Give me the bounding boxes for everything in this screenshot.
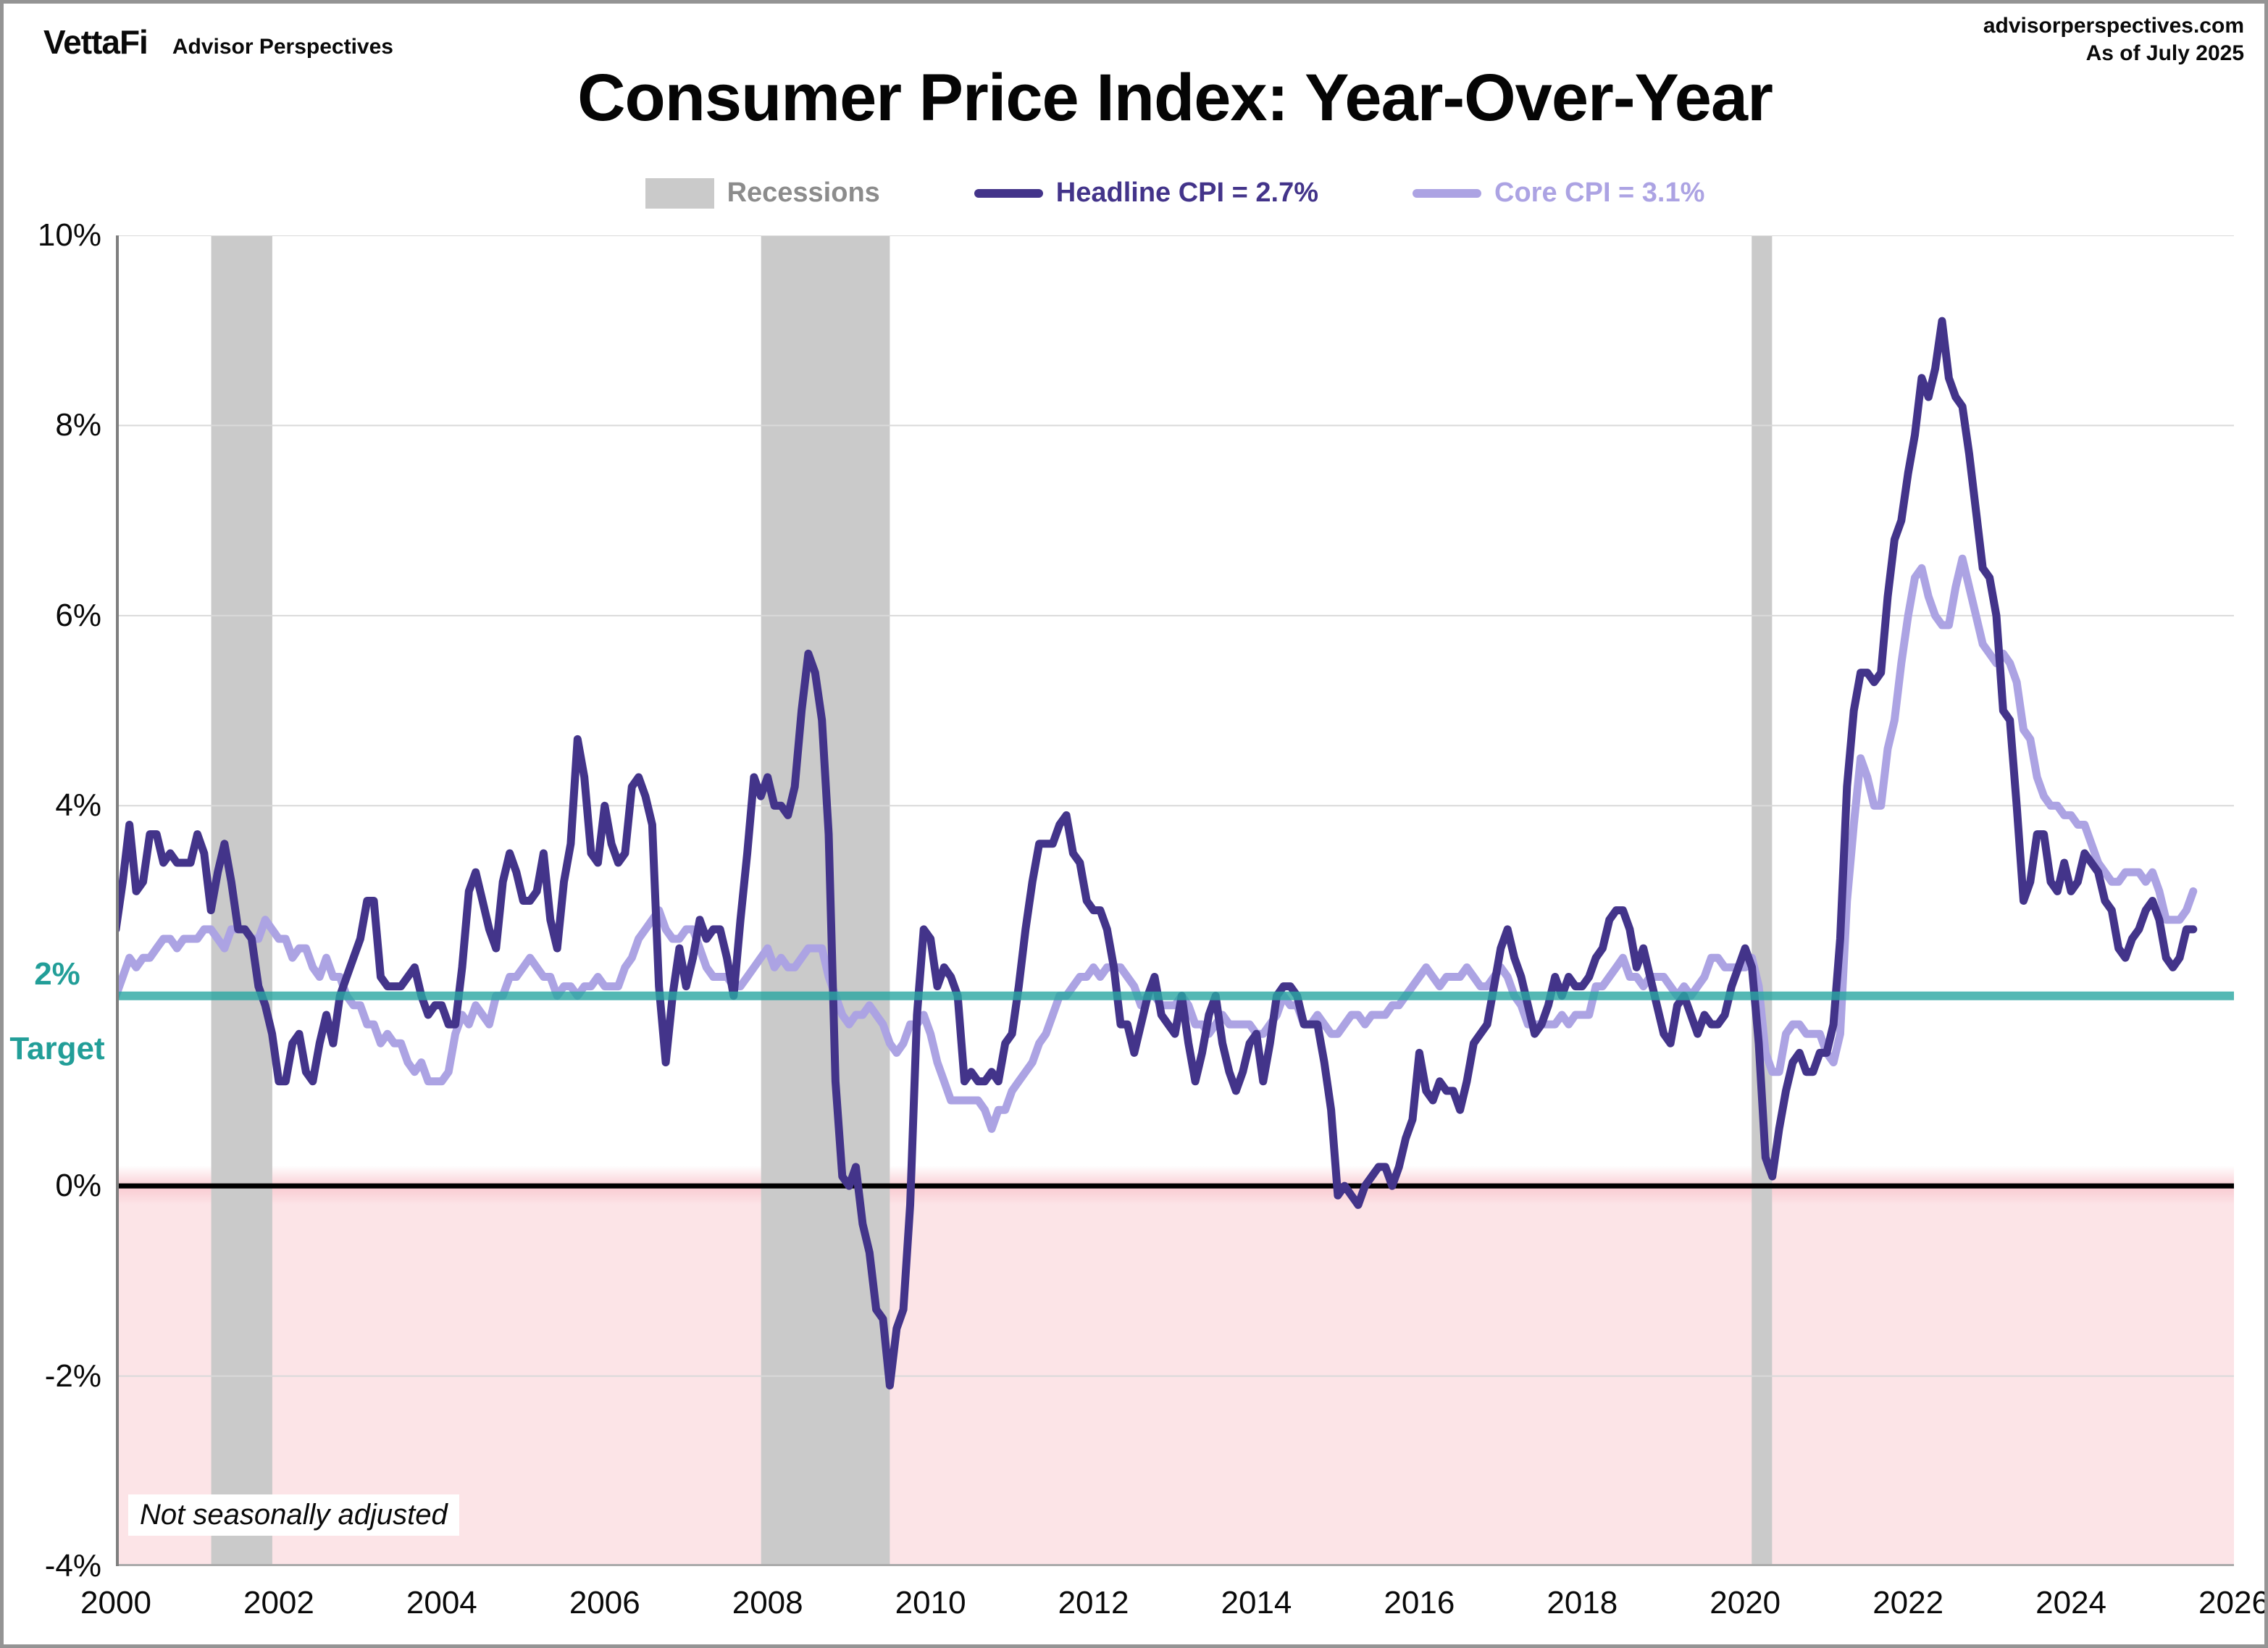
x-tick-label: 2016 (1384, 1585, 1455, 1620)
recession-band (761, 235, 890, 1566)
headline-line-swatch-icon (974, 188, 1043, 198)
chart-legend: Recessions Headline CPI = 2.7% Core CPI … (116, 177, 2234, 209)
x-tick-label: 2026 (2198, 1585, 2268, 1620)
source-site: advisorperspectives.com (1983, 14, 2244, 38)
x-tick-label: 2004 (406, 1585, 477, 1620)
recession-band (211, 235, 272, 1566)
x-tick-label: 2002 (243, 1585, 314, 1620)
x-tick-label: 2008 (732, 1585, 803, 1620)
target-label-2pct: 2% (34, 955, 80, 992)
x-tick-label: 2010 (895, 1585, 966, 1620)
cpi-line-chart (116, 235, 2234, 1566)
footnote-nsa: Not seasonally adjusted (128, 1494, 459, 1536)
header-logo: VettaFi Advisor Perspectives (43, 22, 393, 62)
vettafi-logo: VettaFi (43, 23, 148, 61)
y-tick-label: -2% (44, 1358, 101, 1394)
x-tick-label: 2012 (1058, 1585, 1129, 1620)
logo-subtitle: Advisor Perspectives (172, 35, 393, 59)
y-tick-label: 6% (55, 597, 101, 633)
recession-band (1752, 235, 1773, 1566)
y-tick-label: 4% (55, 787, 101, 824)
y-tick-label: 10% (37, 217, 101, 253)
x-tick-label: 2022 (1872, 1585, 1944, 1620)
zero-glow-below (116, 1186, 2234, 1205)
x-tick-label: 2024 (2035, 1585, 2106, 1620)
zero-glow-above (116, 1166, 2234, 1187)
as-of-date: As of July 2025 (2085, 41, 2244, 65)
recession-swatch-icon (645, 177, 714, 209)
x-tick-label: 2006 (569, 1585, 640, 1620)
headline-cpi-line (116, 317, 2198, 1390)
legend-core: Core CPI = 3.1% (1413, 177, 1704, 209)
y-tick-label: 0% (55, 1168, 101, 1204)
target-label-word: Target (9, 1030, 105, 1066)
legend-recessions: Recessions (645, 177, 880, 209)
y-tick-label: 8% (55, 407, 101, 443)
page-title: Consumer Price Index: Year-Over-Year (577, 61, 1773, 135)
x-tick-label: 2014 (1221, 1585, 1292, 1620)
legend-core-label: Core CPI = 3.1% (1494, 177, 1705, 208)
x-tick-label: 2020 (1710, 1585, 1781, 1620)
x-tick-label: 2018 (1547, 1585, 1618, 1620)
legend-headline-label: Headline CPI = 2.7% (1055, 177, 1319, 208)
legend-headline: Headline CPI = 2.7% (974, 177, 1318, 209)
legend-recessions-label: Recessions (727, 177, 880, 208)
core-line-swatch-icon (1413, 188, 1482, 198)
source-block: advisorperspectives.com As of July 2025 (1983, 12, 2244, 67)
y-tick-label: -4% (44, 1548, 101, 1584)
x-tick-label: 2000 (80, 1585, 151, 1620)
